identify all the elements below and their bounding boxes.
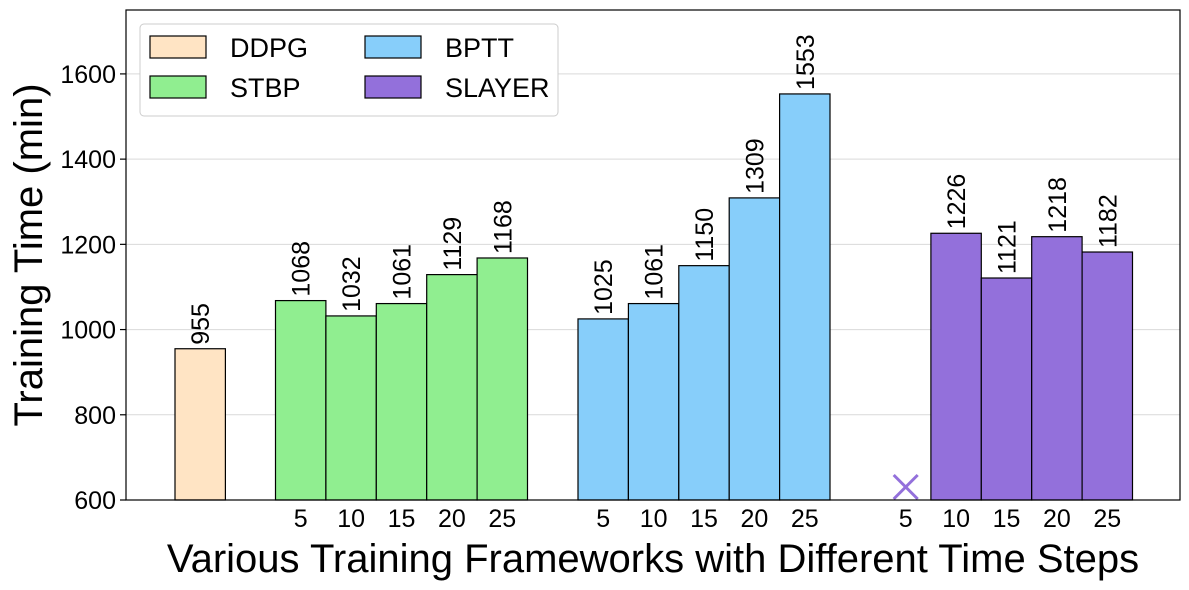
x-tick-label: 20: [438, 505, 466, 533]
bar-value-label: 1032: [338, 256, 366, 312]
y-tick-label: 600: [74, 487, 116, 515]
legend-swatch: [364, 35, 422, 59]
y-axis-title: Training Time (min): [7, 83, 51, 426]
x-tick-label: 15: [993, 505, 1021, 533]
bar-value-label: 1068: [288, 241, 316, 297]
x-tick-label: 25: [488, 505, 516, 533]
x-tick-label: 25: [791, 505, 819, 533]
x-tick-label: 5: [596, 505, 610, 533]
y-axis-ticks: 600 800 1000 1200 1400 1600: [60, 61, 126, 515]
x-tick-label: 5: [899, 505, 913, 533]
missing-value-marker: [892, 473, 919, 501]
bar-value-label: 1218: [1044, 177, 1072, 233]
bars: [174, 93, 1134, 501]
legend-swatch: [149, 75, 207, 99]
bar-value-label: 1553: [792, 34, 820, 90]
x-tick-label: 15: [388, 505, 416, 533]
legend-label: SLAYER: [445, 73, 550, 103]
y-tick-label: 1200: [60, 231, 116, 259]
bar: [577, 318, 630, 501]
bar: [426, 274, 478, 501]
x-tick-label: 10: [337, 505, 365, 533]
bar: [375, 302, 428, 501]
legend-label: STBP: [230, 73, 301, 103]
bar: [627, 302, 680, 501]
legend-swatch: [364, 75, 422, 99]
x-tick-label: 20: [740, 505, 768, 533]
bar: [980, 277, 1033, 501]
bar: [1031, 236, 1083, 501]
bar-value-label: 1025: [590, 259, 618, 315]
bar: [476, 257, 529, 501]
legend-label: DDPG: [230, 33, 308, 63]
bar-value-label: 1061: [389, 244, 417, 300]
bar-value-label: 1226: [943, 174, 971, 230]
x-tick-label: 25: [1093, 505, 1121, 533]
y-tick-label: 1000: [60, 317, 116, 345]
bar-value-label: 1150: [691, 208, 719, 262]
x-tick-label: 15: [690, 505, 718, 533]
bar: [174, 348, 227, 501]
x-tick-label: 10: [942, 505, 970, 533]
y-tick-label: 800: [74, 402, 116, 430]
legend-frame: [139, 23, 559, 117]
x-tick-label: 10: [640, 505, 668, 533]
bar-value-label: 1061: [641, 244, 669, 300]
bar-value-label: 1121: [994, 220, 1022, 274]
bar-value-label: 955: [187, 303, 215, 345]
bar: [678, 265, 730, 501]
bar-value-label: 1168: [489, 200, 517, 254]
legend-swatch: [149, 35, 207, 59]
bar-value-label: 1309: [741, 138, 769, 194]
bar: [274, 299, 327, 501]
x-tick-label: 20: [1043, 505, 1071, 533]
x-axis-title: Various Training Frameworks with Differe…: [167, 537, 1139, 581]
bar: [930, 232, 982, 501]
bar-value-labels: 955 1068 1032 1061 1129 1168 1025 1061 1150 1309 1…: [187, 34, 1122, 344]
x-tick-label: 5: [294, 505, 308, 533]
legend: DDPG STBP BPTT SLAYER: [139, 23, 559, 117]
bar: [325, 315, 377, 501]
bar: [1081, 251, 1134, 501]
bar: [728, 197, 781, 501]
bar-value-label: 1129: [439, 217, 467, 271]
y-tick-label: 1400: [60, 146, 116, 174]
x-axis-ticks: 5 10 15 20 25 5 10 15 20 25 5 10 15 20 25: [294, 505, 1121, 533]
y-tick-label: 1600: [60, 61, 116, 89]
bar-value-label: 1182: [1094, 194, 1122, 248]
bar: [778, 93, 831, 501]
legend-label: BPTT: [445, 33, 514, 63]
plot-frame: [125, 9, 1181, 501]
